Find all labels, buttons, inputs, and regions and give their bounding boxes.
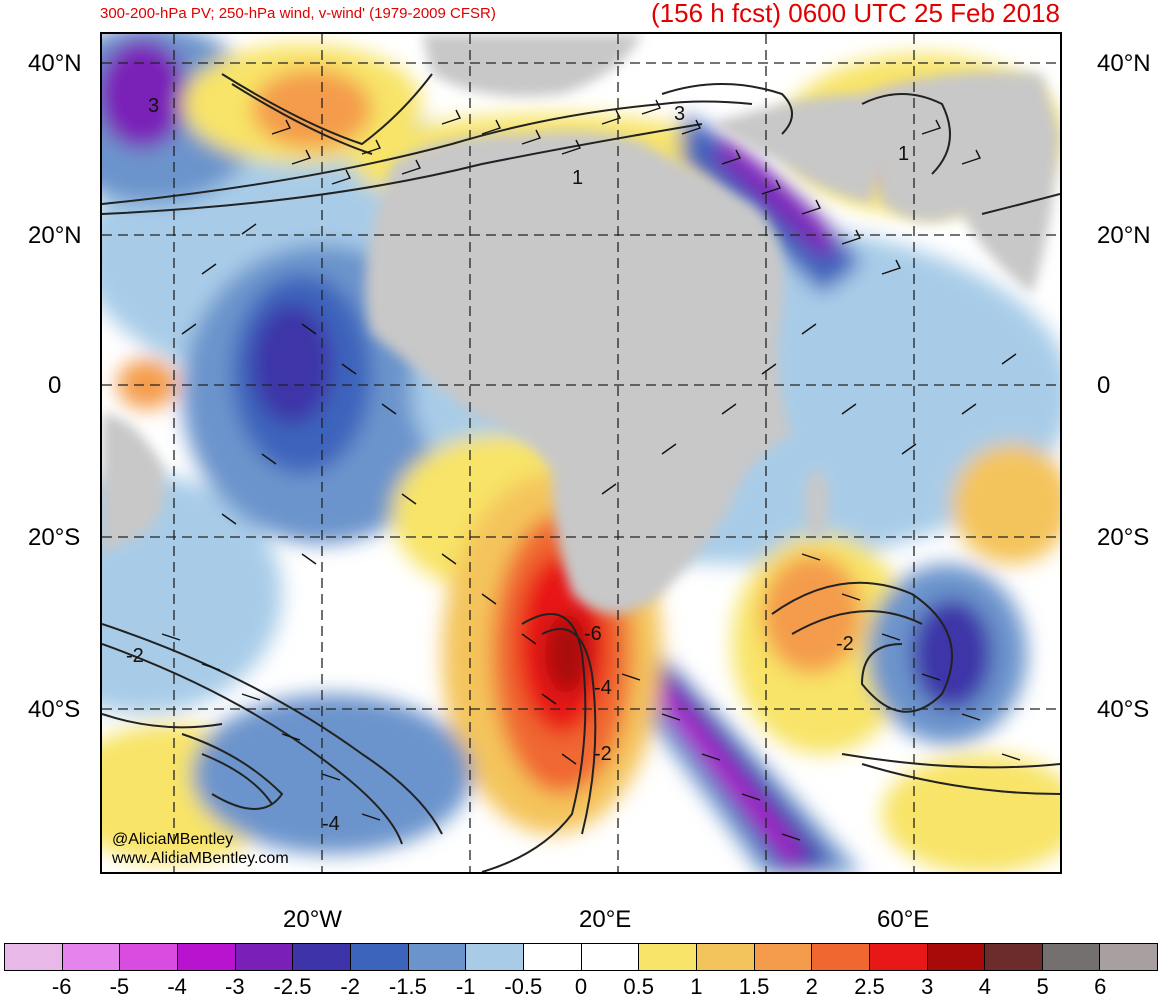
colorbar-tick-label: -0.5 — [504, 974, 543, 999]
colorbar-swatch — [408, 944, 467, 970]
lon-label: 60°E — [877, 906, 930, 933]
colorbar-tick-label: 2 — [805, 974, 818, 999]
contour-label: -6 — [584, 623, 602, 645]
gridlines — [102, 34, 1060, 872]
colorbar-tick-label: 1 — [690, 974, 703, 999]
colorbar-swatch — [869, 944, 928, 970]
colorbar-tick-label: 1.5 — [738, 974, 770, 999]
lat-label-right: 20°N — [1097, 222, 1151, 249]
wind-barbs — [161, 99, 1021, 841]
map-title: (156 h fcst) 0600 UTC 25 Feb 2018 — [650, 0, 1060, 28]
colorbar-tick-label: 4 — [978, 974, 992, 999]
contour-labels: 3 3 1 1 -2 -2 -2 -4 -6 -4 — [126, 95, 909, 835]
lat-label-left: 20°N — [28, 222, 82, 249]
colorbar-swatch — [985, 944, 1043, 970]
contour-label: -2 — [594, 743, 612, 765]
colorbar-swatch — [5, 944, 63, 970]
lon-label: 20°E — [579, 906, 632, 933]
colorbar-swatch — [581, 944, 640, 970]
lat-label-right: 40°N — [1097, 50, 1151, 77]
lat-label-right: 0 — [1097, 372, 1111, 399]
colorbar-tick-label: -1.5 — [388, 974, 427, 999]
colorbar-tick-label: 5 — [1036, 974, 1049, 999]
colorbar-tick-label: 6 — [1094, 974, 1107, 999]
contour-label: 1 — [572, 167, 583, 189]
lat-label-right: 40°S — [1097, 696, 1150, 723]
colorbar — [4, 943, 1158, 971]
lat-label-left: 0 — [48, 372, 62, 399]
colorbar-swatch — [927, 944, 986, 970]
contour-label: 3 — [674, 103, 685, 125]
land-masses — [102, 34, 1060, 614]
credit-website: www.AliciaMBentley.com — [112, 850, 289, 867]
credit-handle: @AliciaMBentley — [112, 831, 234, 848]
lat-label-left: 40°S — [28, 696, 81, 723]
colorbar-swatch — [466, 944, 524, 970]
colorbar-tick-label: -2 — [340, 974, 360, 999]
colorbar-swatch — [1100, 944, 1158, 970]
colorbar-swatch — [696, 944, 755, 970]
colorbar-swatch — [120, 944, 178, 970]
colorbar-tick-label: 2.5 — [854, 974, 885, 999]
colorbar-swatch — [523, 944, 582, 970]
contour-label: -4 — [594, 677, 612, 699]
colorbar-swatch — [812, 944, 870, 970]
weather-map: 3 3 1 1 -2 -2 -2 -4 -6 -4 — [100, 32, 1062, 874]
colorbar-tick-label: 0 — [574, 974, 588, 999]
lat-label-right: 20°S — [1097, 524, 1150, 551]
colorbar-tick-label: -3 — [225, 974, 245, 999]
colorbar-tick-label: 3 — [921, 974, 934, 999]
contour-label: 1 — [898, 143, 909, 165]
contour-label: -4 — [322, 813, 340, 835]
lat-label-left: 20°S — [28, 524, 81, 551]
colorbar-swatch — [350, 944, 409, 970]
contour-label: -2 — [836, 633, 854, 655]
map-subtitle: 300-200-hPa PV; 250-hPa wind, v-wind' (1… — [100, 5, 496, 22]
contour-label: 3 — [148, 95, 159, 117]
colorbar-tick-label: -4 — [167, 974, 187, 999]
colorbar-swatch — [177, 944, 236, 970]
colorbar-swatch — [1042, 944, 1101, 970]
pv-contours — [102, 73, 1060, 872]
contour-label: -2 — [126, 645, 144, 667]
colorbar-tick-label: 0.5 — [623, 974, 654, 999]
colorbar-tick-label: -1 — [455, 974, 476, 999]
colorbar-tick-label: -2.5 — [273, 974, 312, 999]
colorbar-tick-label: -5 — [109, 974, 130, 999]
colorbar-swatch — [639, 944, 697, 970]
colorbar-swatch — [293, 944, 351, 970]
lat-label-left: 40°N — [28, 50, 82, 77]
lon-label: 20°W — [283, 906, 342, 933]
colorbar-tick-label: -6 — [51, 974, 72, 999]
colorbar-swatch — [235, 944, 294, 970]
colorbar-swatch — [62, 944, 121, 970]
colorbar-swatch — [754, 944, 813, 970]
